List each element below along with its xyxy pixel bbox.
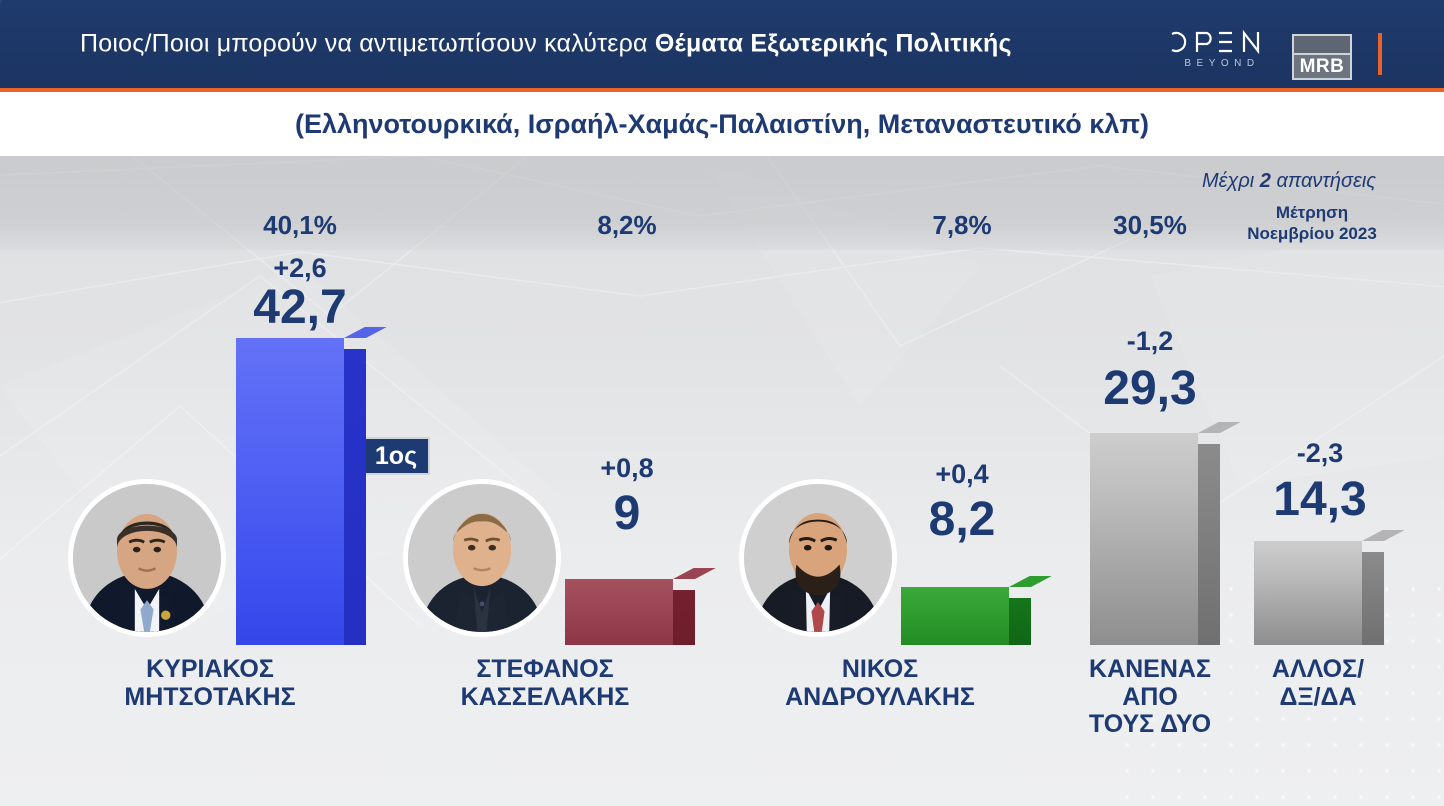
- category-label-allos: ΑΛΛΟΣ/ ΔΞ/ΔΑ: [1228, 655, 1408, 711]
- bar-mitsotakis: [236, 327, 387, 645]
- category-label-allos-line2: ΔΞ/ΔΑ: [1279, 682, 1357, 711]
- value-androulakis: 8,2: [928, 493, 996, 546]
- avatar-mitsotakis-image: [73, 484, 221, 632]
- open-beyond-logo: BEYOND: [1166, 28, 1278, 74]
- chart-area: Μέχρι 2 απαντήσεις Μέτρηση Νοεμβρίου 202…: [0, 156, 1444, 806]
- previous-pct-kasselakis: 8,2%: [597, 210, 657, 240]
- max-answers-note: Μέχρι 2 απαντήσεις: [1202, 170, 1376, 193]
- avatar-mitsotakis: [68, 479, 226, 637]
- previous-pct-androulakis: 7,8%: [932, 210, 992, 240]
- bar-kanenas-top: [1198, 422, 1241, 433]
- previous-measurement-label: Μέτρηση Νοεμβρίου 2023: [1212, 203, 1412, 244]
- orange-rule-divider: [0, 88, 1444, 92]
- open-wordmark-icon: [1171, 29, 1260, 55]
- bar-kanenas: [1090, 422, 1241, 645]
- category-label-kanenas-line2: ΑΠΟ: [1122, 682, 1178, 711]
- change-mitsotakis: +2,6: [273, 253, 327, 283]
- previous-measurement-line2: Νοεμβρίου 2023: [1247, 223, 1377, 243]
- previous-pct-kanenas: 30,5%: [1113, 210, 1187, 240]
- max-answers-suffix: απαντήσεις: [1270, 170, 1376, 192]
- change-kasselakis: +0,8: [600, 453, 654, 483]
- category-label-kanenas-line1: ΚΑΝΕΝΑΣ: [1089, 655, 1211, 683]
- category-label-androulakis: ΝΙΚΟΣ ΑΝΔΡΟΥΛΑΚΗΣ: [730, 655, 1030, 711]
- category-label-mitsotakis-line1: ΚΥΡΙΑΚΟΣ: [146, 655, 274, 683]
- category-label-androulakis-line2: ΑΝΔΡΟΥΛΑΚΗΣ: [785, 682, 975, 711]
- category-label-mitsotakis: ΚΥΡΙΑΚΟΣ ΜΗΤΣΟΤΑΚΗΣ: [60, 655, 360, 711]
- bar-androulakis: [901, 576, 1052, 645]
- bar-kanenas-side: [1198, 444, 1220, 645]
- value-kanenas: 29,3: [1103, 362, 1197, 415]
- category-label-mitsotakis-line2: ΜΗΤΣΟΤΑΚΗΣ: [124, 682, 296, 711]
- category-label-kasselakis-line1: ΣΤΕΦΑΝΟΣ: [476, 655, 614, 683]
- mrb-logo-top-block: [1294, 36, 1350, 53]
- header-accent-divider: [1378, 33, 1382, 75]
- bar-androulakis-face: [901, 587, 1009, 645]
- category-label-kanenas: ΚΑΝΕΝΑΣ ΑΠΟ ΤΟΥΣ ΔΥΟ: [1060, 655, 1240, 739]
- bar-androulakis-top: [1009, 576, 1052, 587]
- bar-kasselakis-side: [673, 590, 695, 645]
- avatar-kasselakis: [403, 479, 561, 637]
- subtitle-band: (Ελληνοτουρκικά, Ισραήλ-Χαμάς-Παλαιστίνη…: [0, 92, 1444, 156]
- bar-kanenas-face: [1090, 433, 1198, 645]
- previous-measurement-band: [0, 156, 1444, 250]
- category-label-androulakis-line1: ΝΙΚΟΣ: [841, 655, 919, 683]
- category-label-allos-line1: ΑΛΛΟΣ/: [1271, 655, 1365, 683]
- poll-question-bold: Θέματα Εξωτερικής Πολιτικής: [654, 29, 1012, 58]
- max-answers-number: 2: [1259, 170, 1271, 192]
- bar-kasselakis: [565, 568, 716, 645]
- value-allos: 14,3: [1273, 473, 1367, 526]
- header-content: Ποιος/Ποιοι μπορούν να αντιμετωπίσουν κα…: [0, 0, 1444, 88]
- category-label-kasselakis: ΣΤΕΦΑΝΟΣ ΚΑΣΣΕΛΑΚΗΣ: [395, 655, 695, 711]
- bar-allos: [1254, 530, 1405, 645]
- poll-question: Ποιος/Ποιοι μπορούν να αντιμετωπίσουν κα…: [80, 30, 1012, 59]
- poll-question-light: Ποιος/Ποιοι μπορούν να αντιμετωπίσουν κα…: [80, 29, 655, 58]
- max-answers-prefix: Μέχρι: [1201, 170, 1260, 192]
- change-kanenas: -1,2: [1126, 326, 1174, 356]
- header-bar: Ποιος/Ποιοι μπορούν να αντιμετωπίσουν κα…: [0, 0, 1444, 88]
- bar-mitsotakis-face: [236, 338, 344, 645]
- rank-badge-first: 1ος: [362, 437, 430, 475]
- mrb-logo-label: MRB: [1294, 55, 1350, 78]
- mrb-logo: MRB: [1292, 34, 1352, 80]
- value-mitsotakis: 42,7: [253, 281, 347, 334]
- change-androulakis: +0,4: [935, 459, 989, 489]
- bar-allos-top: [1362, 530, 1405, 541]
- bar-androulakis-side: [1009, 598, 1031, 645]
- change-allos: -2,3: [1296, 438, 1344, 468]
- value-kasselakis: 9: [613, 487, 641, 540]
- bar-allos-side: [1362, 552, 1384, 645]
- previous-measurement-line1: Μέτρηση: [1275, 203, 1349, 222]
- bar-allos-face: [1254, 541, 1362, 645]
- bar-kasselakis-face: [565, 579, 673, 645]
- avatar-kasselakis-image: [408, 484, 556, 632]
- category-label-kasselakis-line2: ΚΑΣΣΕΛΑΚΗΣ: [460, 682, 630, 711]
- bar-kasselakis-top: [673, 568, 716, 579]
- avatar-androulakis: [739, 479, 897, 637]
- bar-mitsotakis-side: [344, 349, 366, 645]
- category-label-kanenas-line3: ΤΟΥΣ ΔΥΟ: [1088, 710, 1212, 738]
- poll-subtitle: (Ελληνοτουρκικά, Ισραήλ-Χαμάς-Παλαιστίνη…: [294, 108, 1150, 139]
- open-beyond-tagline: BEYOND: [1184, 58, 1260, 69]
- avatar-androulakis-image: [744, 484, 892, 632]
- previous-pct-mitsotakis: 40,1%: [263, 210, 337, 240]
